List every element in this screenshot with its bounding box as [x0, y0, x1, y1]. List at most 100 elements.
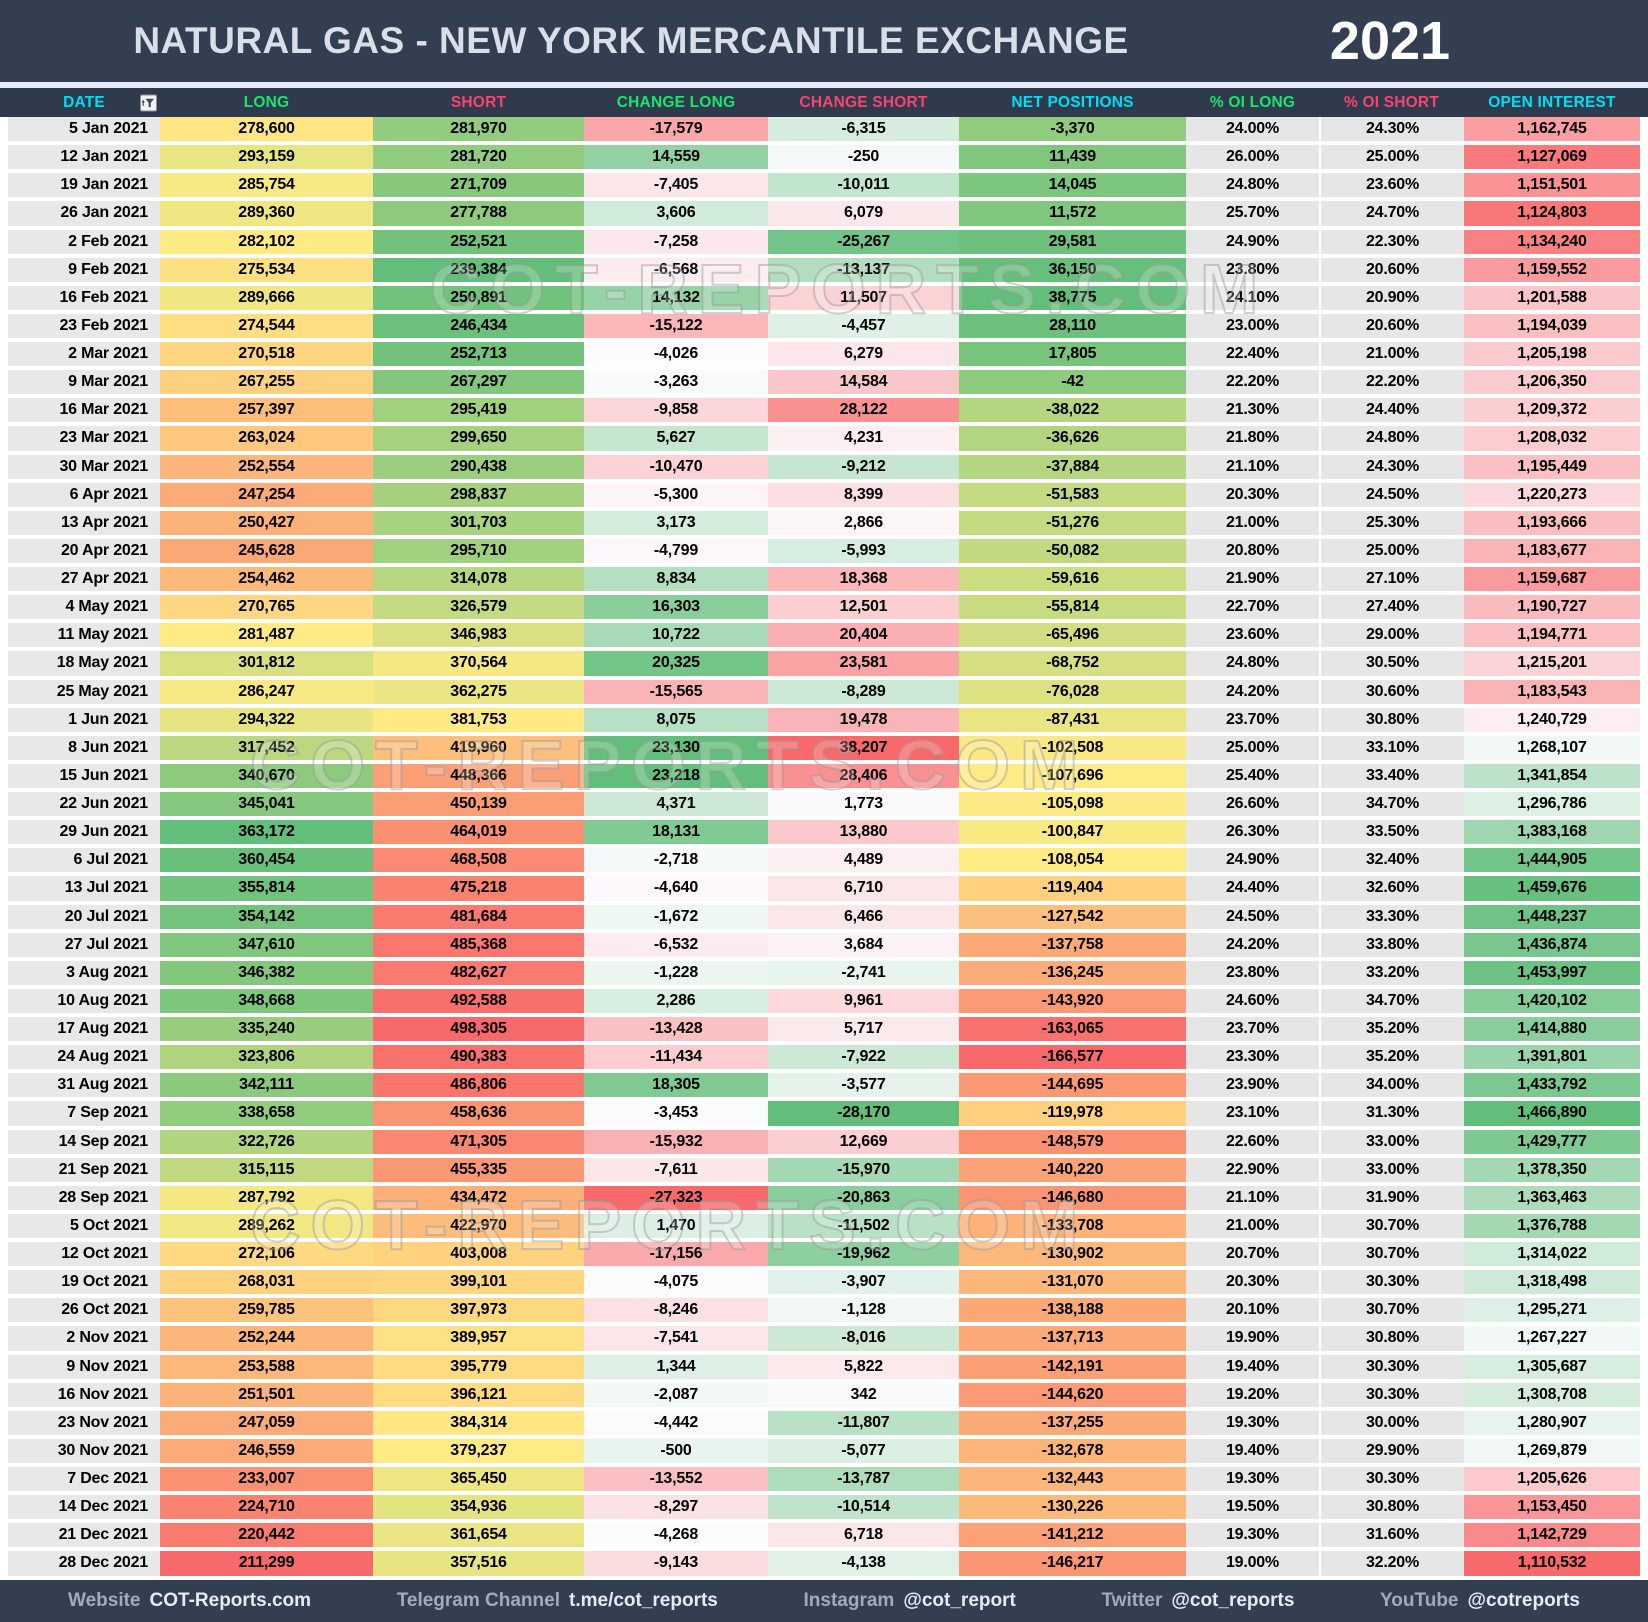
footer-item-website: Website COT-Reports.com	[68, 1590, 311, 1612]
table-row: 2 Feb 2021 282,102 252,521 -7,258 -25,267 29,…	[8, 229, 1640, 258]
change-short-cell: 2,866	[768, 510, 959, 537]
table-row: 7 Sep 2021 338,658 458,636 -3,453 -28,170 -11…	[8, 1101, 1640, 1129]
pct-oi-short-cell: 20.60%	[1319, 313, 1464, 340]
net-cell: -119,404	[959, 876, 1186, 903]
short-cell: 395,779	[373, 1354, 584, 1381]
change-long-cell: -17,156	[584, 1242, 768, 1269]
change-long-cell: -8,246	[584, 1298, 768, 1325]
date-cell: 1 Jun 2021	[8, 707, 160, 734]
pct-oi-long-cell: 23.10%	[1186, 1101, 1319, 1128]
table-row: 23 Feb 2021 274,544 246,434 -15,122 -4,457 28…	[8, 313, 1640, 342]
change-short-cell: -13,137	[768, 257, 959, 284]
filter-icon[interactable]	[140, 94, 157, 111]
pct-oi-long-cell: 22.60%	[1186, 1129, 1319, 1156]
column-header-open-interest: OPEN INTEREST	[1464, 88, 1640, 117]
pct-oi-short-cell: 30.30%	[1319, 1382, 1464, 1409]
change-short-cell: 4,231	[768, 426, 959, 453]
table-row: 14 Sep 2021 322,726 471,305 -15,932 12,669 -1…	[8, 1129, 1640, 1158]
pct-oi-long-cell: 20.10%	[1186, 1298, 1319, 1325]
change-long-cell: -4,268	[584, 1523, 768, 1550]
table-row: 11 May 2021 281,487 346,983 10,722 20,404 -65…	[8, 623, 1640, 651]
short-cell: 250,891	[373, 285, 584, 312]
column-header-date: DATE	[8, 88, 160, 117]
net-cell: -148,579	[959, 1129, 1186, 1156]
table-row: 23 Mar 2021 263,024 299,650 5,627 4,231 -36,6…	[8, 426, 1640, 454]
pct-oi-long-cell: 20.70%	[1186, 1242, 1319, 1269]
short-cell: 271,709	[373, 173, 584, 200]
long-cell: 355,814	[160, 876, 373, 903]
change-short-cell: 12,669	[768, 1129, 959, 1156]
table-row: 14 Dec 2021 224,710 354,936 -8,297 -10,514 -1…	[8, 1495, 1640, 1523]
column-header-label: % OI LONG	[1209, 93, 1296, 111]
pct-oi-short-cell: 21.00%	[1319, 342, 1464, 369]
pct-oi-long-cell: 19.40%	[1186, 1354, 1319, 1381]
table-row: 25 May 2021 286,247 362,275 -15,565 -8,289 -7…	[8, 679, 1640, 708]
pct-oi-long-cell: 24.40%	[1186, 876, 1319, 903]
long-cell: 250,427	[160, 510, 373, 537]
long-cell: 257,397	[160, 398, 373, 425]
change-short-cell: 38,207	[768, 735, 959, 762]
short-cell: 455,335	[373, 1157, 584, 1184]
footer-link[interactable]: @cot_report	[903, 1590, 1016, 1611]
pct-oi-long-cell: 22.20%	[1186, 370, 1319, 397]
table-row: 12 Oct 2021 272,106 403,008 -17,156 -19,962-…	[8, 1242, 1640, 1270]
change-short-cell: -8,016	[768, 1326, 959, 1353]
pct-oi-long-cell: 25.40%	[1186, 763, 1319, 790]
short-cell: 379,237	[373, 1438, 584, 1465]
pct-oi-short-cell: 29.90%	[1319, 1438, 1464, 1465]
short-cell: 482,627	[373, 960, 584, 987]
column-header-short: SHORT	[373, 88, 584, 117]
open-interest-cell: 1,193,666	[1464, 510, 1640, 537]
change-long-cell: -5,300	[584, 482, 768, 509]
table-row: 21 Dec 2021 220,442 361,654 -4,268 6,718 -141…	[8, 1523, 1640, 1551]
change-long-cell: 5,627	[584, 426, 768, 453]
footer-link[interactable]: t.me/cot_reports	[569, 1590, 718, 1611]
short-cell: 361,654	[373, 1523, 584, 1550]
pct-oi-long-cell: 25.00%	[1186, 735, 1319, 762]
short-cell: 298,837	[373, 482, 584, 509]
change-long-cell: -11,434	[584, 1045, 768, 1072]
long-cell: 323,806	[160, 1045, 373, 1072]
pct-oi-long-cell: 24.20%	[1186, 932, 1319, 959]
date-cell: 30 Nov 2021	[8, 1438, 160, 1465]
pct-oi-short-cell: 33.30%	[1319, 904, 1464, 931]
footer-link[interactable]: @cotreports	[1467, 1590, 1581, 1611]
pct-oi-long-cell: 21.00%	[1186, 1213, 1319, 1240]
footer-link[interactable]: COT-Reports.com	[149, 1590, 312, 1611]
date-cell: 28 Dec 2021	[8, 1551, 160, 1578]
column-header-pct-oi-short: % OI SHORT	[1319, 88, 1464, 117]
table-row: 15 Jun 2021 340,670 448,366 23,218 28,406 -10…	[8, 763, 1640, 792]
footer-link[interactable]: @cot_reports	[1171, 1590, 1295, 1611]
change-long-cell: 14,132	[584, 285, 768, 312]
long-cell: 224,710	[160, 1495, 373, 1522]
table-row: 10 Aug 2021 348,668 492,588 2,286 9,961 -143,…	[8, 988, 1640, 1017]
open-interest-cell: 1,318,498	[1464, 1270, 1640, 1297]
date-cell: 25 May 2021	[8, 679, 160, 706]
short-cell: 403,008	[373, 1242, 584, 1269]
open-interest-cell: 1,194,771	[1464, 623, 1640, 650]
change-short-cell: -7,922	[768, 1045, 959, 1072]
date-cell: 19 Jan 2021	[8, 173, 160, 200]
date-cell: 9 Mar 2021	[8, 370, 160, 397]
date-cell: 12 Jan 2021	[8, 145, 160, 172]
change-long-cell: -500	[584, 1438, 768, 1465]
open-interest-cell: 1,209,372	[1464, 398, 1640, 425]
pct-oi-long-cell: 23.00%	[1186, 313, 1319, 340]
pct-oi-short-cell: 30.70%	[1319, 1242, 1464, 1269]
change-long-cell: -1,228	[584, 960, 768, 987]
change-short-cell: -3,577	[768, 1073, 959, 1100]
change-short-cell: 4,489	[768, 848, 959, 875]
pct-oi-short-cell: 24.50%	[1319, 482, 1464, 509]
open-interest-cell: 1,466,890	[1464, 1101, 1640, 1128]
net-cell: -108,054	[959, 848, 1186, 875]
change-long-cell: -13,552	[584, 1467, 768, 1494]
open-interest-cell: 1,153,450	[1464, 1495, 1640, 1522]
short-cell: 490,383	[373, 1045, 584, 1072]
net-cell: -51,276	[959, 510, 1186, 537]
open-interest-cell: 1,305,687	[1464, 1354, 1640, 1381]
net-cell: -65,496	[959, 623, 1186, 650]
open-interest-cell: 1,383,168	[1464, 820, 1640, 847]
net-cell: -144,620	[959, 1382, 1186, 1409]
open-interest-cell: 1,391,801	[1464, 1045, 1640, 1072]
report-year: 2021	[1329, 11, 1451, 71]
